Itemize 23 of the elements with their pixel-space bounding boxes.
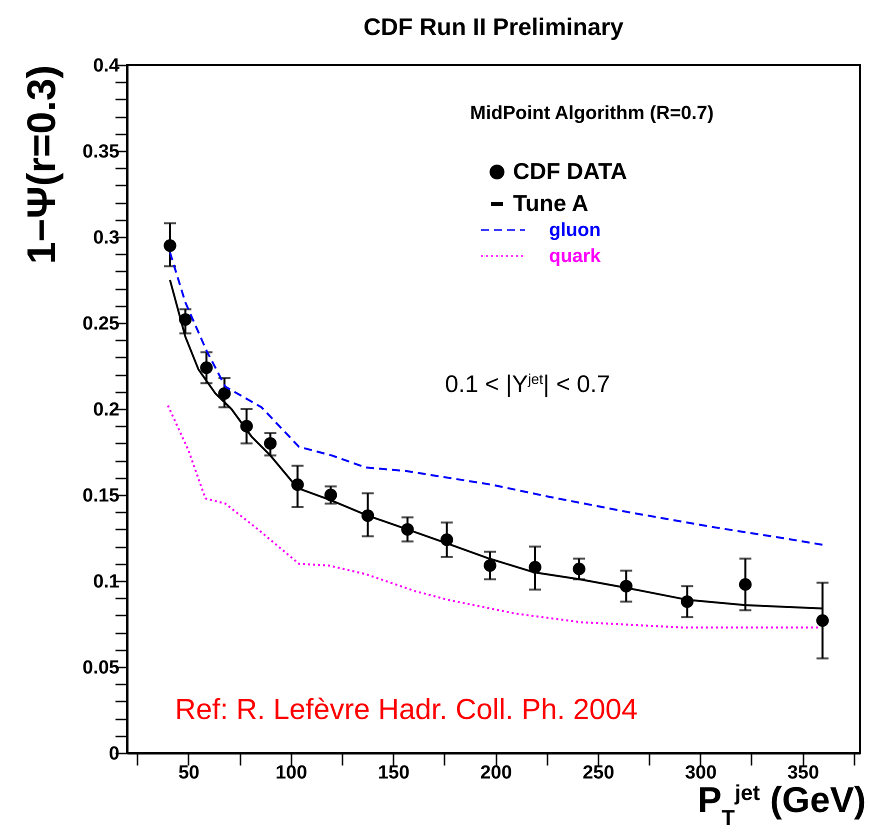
x-tick-label: 250 (582, 762, 614, 784)
x-tick-label: 50 (178, 762, 200, 784)
y-axis-title: 1−Ψ(r=0.3) (20, 65, 64, 264)
y-tick-label: 0.4 (93, 56, 120, 76)
y-tick-label: 0.15 (82, 486, 120, 506)
annotation: 0.1 < |Y$^{jet}$| < 0.7 (445, 371, 610, 398)
y-tick-label: 0 (108, 744, 120, 764)
chart-title: CDF Run II Preliminary (363, 14, 624, 41)
legend-label: gluon (549, 220, 601, 241)
y-tick-label: 0.05 (82, 658, 120, 678)
y-tick-label: 0.35 (82, 142, 120, 162)
annotation: Ref: R. Lefèvre Hadr. Coll. Ph. 2004 (175, 694, 638, 726)
legend-label: Tune A (513, 190, 588, 216)
y-tick-label: 0.25 (82, 314, 120, 334)
y-tick-label: 0.2 (93, 400, 120, 420)
legend-label: CDF DATA (513, 158, 628, 184)
y-tick-label: 0.3 (93, 228, 120, 248)
x-tick-label: 100 (275, 762, 308, 784)
annotation: MidPoint Algorithm (R=0.7) (470, 103, 714, 124)
x-tick-label: 150 (378, 762, 410, 784)
legend-label: quark (549, 246, 602, 267)
x-tick-label: 200 (480, 762, 512, 784)
y-tick-label: 0.1 (93, 572, 120, 592)
